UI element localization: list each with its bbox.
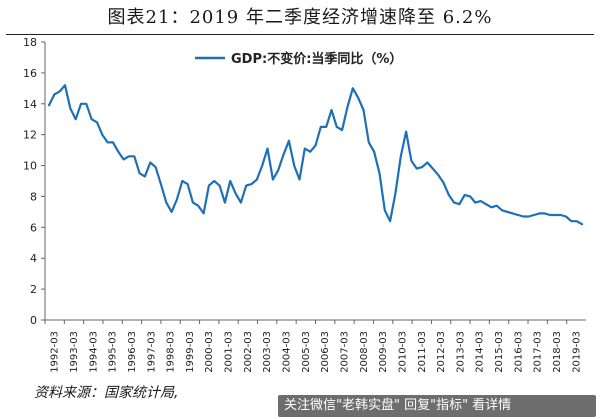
x-tick-label: 1997-03	[146, 331, 157, 373]
y-tick-label: 18	[23, 36, 37, 49]
x-tick-label: 2017-03	[533, 331, 544, 373]
x-tick-label: 2015-03	[494, 331, 505, 373]
x-tick-label: 2002-03	[243, 331, 254, 373]
x-tick-label: 2013-03	[455, 331, 466, 373]
x-tick-label: 2000-03	[204, 331, 215, 373]
x-tick-label: 2016-03	[513, 331, 524, 373]
x-tick-label: 2011-03	[417, 331, 428, 373]
x-tick-label: 1994-03	[88, 331, 99, 373]
x-tick-label: 2004-03	[282, 331, 293, 373]
y-tick-label: 8	[30, 190, 37, 203]
y-tick-label: 16	[23, 67, 37, 80]
y-tick-label: 10	[23, 160, 37, 173]
x-tick-label: 2018-03	[552, 331, 563, 373]
y-tick-label: 4	[30, 252, 37, 265]
x-tick-label: 1996-03	[127, 331, 138, 373]
gdp-line-chart: 0 2 4 6 8 10 12 14 16 18 1992-03 1993-03 1994-03 1995…	[23, 36, 586, 373]
x-tick-label: 2003-03	[262, 331, 273, 373]
chart-title: 图表21：2019 年二季度经济增速降至 6.2%	[107, 7, 493, 28]
source-note: 资料来源：国家统计局,	[34, 385, 179, 401]
x-tick-label: 1998-03	[166, 331, 177, 373]
y-tick-label: 0	[30, 314, 37, 327]
x-tick-label: 2001-03	[224, 331, 235, 373]
x-tick-label: 2010-03	[397, 331, 408, 373]
y-tick-label: 14	[23, 98, 37, 111]
watermark-text: 关注微信"老韩实盘" 回复"指标" 看详情	[284, 398, 512, 413]
x-tick-label: 1992-03	[50, 331, 61, 373]
x-tick-label: 2006-03	[320, 331, 331, 373]
legend-label: GDP:不变价:当季同比（%）	[231, 51, 402, 67]
x-tick-label: 2007-03	[339, 331, 350, 373]
x-tick-label: 2008-03	[359, 331, 370, 373]
x-tick-label: 1993-03	[69, 331, 80, 373]
y-tick-label: 12	[23, 129, 37, 142]
x-tick-label: 2019-03	[571, 331, 582, 373]
y-tick-label: 6	[30, 221, 37, 234]
x-tick-label: 2005-03	[301, 331, 312, 373]
title-bar: 图表21：2019 年二季度经济增速降至 6.2%	[6, 4, 594, 35]
x-tick-label: 2012-03	[436, 331, 447, 373]
x-tick-label: 1995-03	[108, 331, 119, 373]
y-tick-label: 2	[30, 283, 37, 296]
x-tick-label: 2009-03	[378, 331, 389, 373]
x-tick-label: 2014-03	[475, 331, 486, 373]
watermark: 关注微信"老韩实盘" 回复"指标" 看详情	[278, 395, 596, 417]
gdp-series-line	[47, 84, 584, 226]
x-tick-label: 1999-03	[185, 331, 196, 373]
